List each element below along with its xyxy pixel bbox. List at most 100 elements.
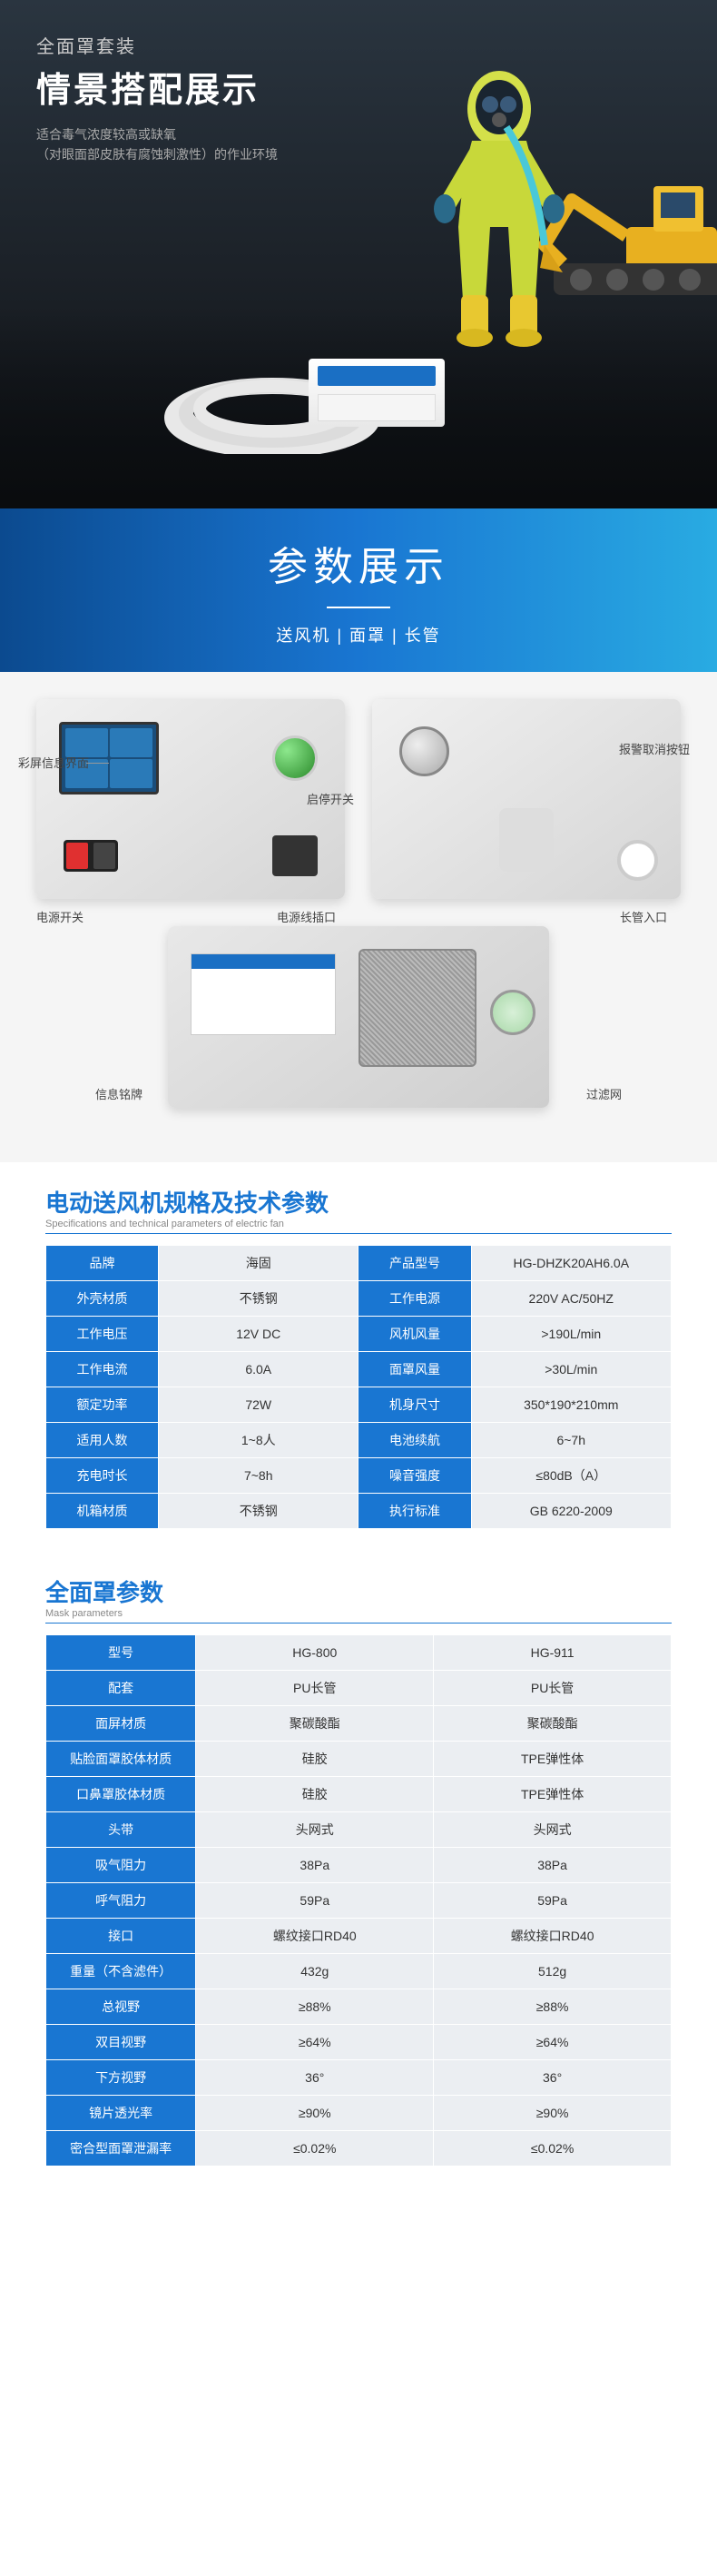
mask-spec-section: 全面罩参数 Mask parameters 型号 HG-800 HG-911配套… bbox=[0, 1552, 717, 2189]
label-powerswitch: 电源开关 bbox=[36, 908, 83, 925]
label-startstop: 启停开关 bbox=[307, 790, 354, 807]
diagram-row-top: 彩屏信息界面 启停开关 电源开关 电源线插口 报警取消按钮 长管入口 bbox=[36, 699, 681, 899]
fan-spec-hr bbox=[45, 1233, 672, 1234]
spec-header-cell: 额定功率 bbox=[46, 1387, 159, 1423]
mask-value-cell: 59Pa bbox=[196, 1883, 434, 1919]
spec-value-cell: 7~8h bbox=[159, 1458, 358, 1494]
diagram-front: 彩屏信息界面 启停开关 电源开关 电源线插口 bbox=[36, 699, 345, 899]
diagram-side: 报警取消按钮 长管入口 bbox=[372, 699, 681, 899]
spec-header-cell: 执行标准 bbox=[358, 1494, 471, 1529]
fan-spec-table: 品牌 海固 产品型号 HG-DHZK20AH6.0A外壳材质 不锈钢 工作电源 … bbox=[45, 1245, 672, 1529]
side-port bbox=[490, 990, 535, 1035]
spec-value-cell: 350*190*210mm bbox=[471, 1387, 672, 1423]
spec-value-cell: 海固 bbox=[159, 1246, 358, 1281]
blower-device bbox=[309, 359, 445, 427]
spec-value-cell: 不锈钢 bbox=[159, 1281, 358, 1317]
mask-value-cell: TPE弹性体 bbox=[434, 1742, 672, 1777]
spec-value-cell: 12V DC bbox=[159, 1317, 358, 1352]
label-screen: 彩屏信息界面 bbox=[18, 754, 89, 771]
spec-header-cell: 适用人数 bbox=[46, 1423, 159, 1458]
table-row: 工作电流 6.0A 面罩风量 >30L/min bbox=[46, 1352, 672, 1387]
table-row: 接口 螺纹接口RD40 螺纹接口RD40 bbox=[46, 1919, 672, 1954]
spec-value-cell: 220V AC/50HZ bbox=[471, 1281, 672, 1317]
spec-header-cell: 机身尺寸 bbox=[358, 1387, 471, 1423]
hero-subtitle: 全面罩套装 bbox=[36, 32, 681, 58]
spec-header-cell: 充电时长 bbox=[46, 1458, 159, 1494]
tube-inlet bbox=[617, 840, 658, 881]
mask-header-cell: 口鼻罩胶体材质 bbox=[46, 1777, 196, 1812]
mask-value-cell: ≥64% bbox=[434, 2025, 672, 2060]
spec-value-cell: >30L/min bbox=[471, 1352, 672, 1387]
mask-value-cell: PU长管 bbox=[196, 1671, 434, 1706]
mask-value-cell: 36° bbox=[196, 2060, 434, 2096]
device-front-view bbox=[36, 699, 345, 899]
mask-value-cell: 432g bbox=[196, 1954, 434, 1989]
mask-value-cell: 螺纹接口RD40 bbox=[434, 1919, 672, 1954]
power-port bbox=[272, 835, 318, 876]
mask-value-cell: 59Pa bbox=[434, 1883, 672, 1919]
mask-value-cell: 头网式 bbox=[196, 1812, 434, 1848]
spec-header-cell: 风机风量 bbox=[358, 1317, 471, 1352]
table-row: 双目视野 ≥64% ≥64% bbox=[46, 2025, 672, 2060]
mask-header-cell: 吸气阻力 bbox=[46, 1848, 196, 1883]
mask-value-cell: ≥90% bbox=[196, 2096, 434, 2131]
mask-spec-title-en: Mask parameters bbox=[45, 1608, 672, 1619]
spec-value-cell: >190L/min bbox=[471, 1317, 672, 1352]
device-side-view bbox=[372, 699, 681, 899]
table-row: 配套 PU长管 PU长管 bbox=[46, 1671, 672, 1706]
spec-header-cell: 外壳材质 bbox=[46, 1281, 159, 1317]
label-tubeinlet: 长管入口 bbox=[620, 908, 667, 925]
label-filter: 过滤网 bbox=[586, 1085, 622, 1102]
mask-header-cell: 面屏材质 bbox=[46, 1706, 196, 1742]
mask-value-cell: HG-911 bbox=[434, 1635, 672, 1671]
mask-value-cell: 硅胶 bbox=[196, 1777, 434, 1812]
mask-spec-table: 型号 HG-800 HG-911配套 PU长管 PU长管面屏材质 聚碳酸酯 聚碳… bbox=[45, 1634, 672, 2166]
mask-header-cell: 型号 bbox=[46, 1635, 196, 1671]
table-row: 型号 HG-800 HG-911 bbox=[46, 1635, 672, 1671]
mask-value-cell: ≥90% bbox=[434, 2096, 672, 2131]
mask-value-cell: 硅胶 bbox=[196, 1742, 434, 1777]
spec-value-cell: GB 6220-2009 bbox=[471, 1494, 672, 1529]
mask-value-cell: 38Pa bbox=[196, 1848, 434, 1883]
banner-title: 参数展示 bbox=[268, 534, 449, 592]
spec-value-cell: HG-DHZK20AH6.0A bbox=[471, 1246, 672, 1281]
spec-header-cell: 工作电源 bbox=[358, 1281, 471, 1317]
info-plate bbox=[191, 953, 336, 1035]
mask-spec-title-cn: 全面罩参数 bbox=[45, 1574, 672, 1608]
mask-value-cell: 螺纹接口RD40 bbox=[196, 1919, 434, 1954]
mask-value-cell: HG-800 bbox=[196, 1635, 434, 1671]
hero-section: 全面罩套装 情景搭配展示 适合毒气浓度较高或缺氧 （对眼面部皮肤有腐蚀刺激性）的… bbox=[0, 0, 717, 508]
alarm-cancel-knob bbox=[399, 726, 449, 776]
mask-header-cell: 重量（不含滤件） bbox=[46, 1954, 196, 1989]
banner-sub: 送风机 | 面罩 | 长管 bbox=[276, 623, 440, 646]
mask-spec-hr bbox=[45, 1623, 672, 1624]
pipe-fitting bbox=[499, 808, 554, 872]
table-row: 品牌 海固 产品型号 HG-DHZK20AH6.0A bbox=[46, 1246, 672, 1281]
spec-value-cell: 6~7h bbox=[471, 1423, 672, 1458]
diagram-section: 彩屏信息界面 启停开关 电源开关 电源线插口 报警取消按钮 长管入口 bbox=[0, 672, 717, 1162]
label-infoplate: 信息铭牌 bbox=[95, 1085, 142, 1102]
mask-header-cell: 呼气阻力 bbox=[46, 1883, 196, 1919]
spec-header-cell: 电池续航 bbox=[358, 1423, 471, 1458]
mask-value-cell: 聚碳酸酯 bbox=[434, 1706, 672, 1742]
spec-header-cell: 机箱材质 bbox=[46, 1494, 159, 1529]
table-row: 吸气阻力 38Pa 38Pa bbox=[46, 1848, 672, 1883]
table-row: 贴脸面罩胶体材质 硅胶 TPE弹性体 bbox=[46, 1742, 672, 1777]
mask-header-cell: 总视野 bbox=[46, 1989, 196, 2025]
table-row: 充电时长 7~8h 噪音强度 ≤80dB（A） bbox=[46, 1458, 672, 1494]
filter-mesh bbox=[358, 949, 476, 1067]
diagram-row-bottom: 信息铭牌 过滤网 bbox=[36, 926, 681, 1108]
mask-value-cell: ≤0.02% bbox=[196, 2131, 434, 2166]
mask-value-cell: ≥88% bbox=[196, 1989, 434, 2025]
fan-spec-title-cn: 电动送风机规格及技术参数 bbox=[45, 1185, 672, 1219]
spec-header-cell: 品牌 bbox=[46, 1246, 159, 1281]
spec-value-cell: 1~8人 bbox=[159, 1423, 358, 1458]
mask-value-cell: 聚碳酸酯 bbox=[196, 1706, 434, 1742]
power-switch bbox=[64, 840, 118, 872]
fan-spec-title-en: Specifications and technical parameters … bbox=[45, 1219, 672, 1229]
spec-header-cell: 产品型号 bbox=[358, 1246, 471, 1281]
table-row: 机箱材质 不锈钢 执行标准 GB 6220-2009 bbox=[46, 1494, 672, 1529]
mask-header-cell: 双目视野 bbox=[46, 2025, 196, 2060]
device-label-strip bbox=[318, 366, 436, 386]
spec-header-cell: 噪音强度 bbox=[358, 1458, 471, 1494]
